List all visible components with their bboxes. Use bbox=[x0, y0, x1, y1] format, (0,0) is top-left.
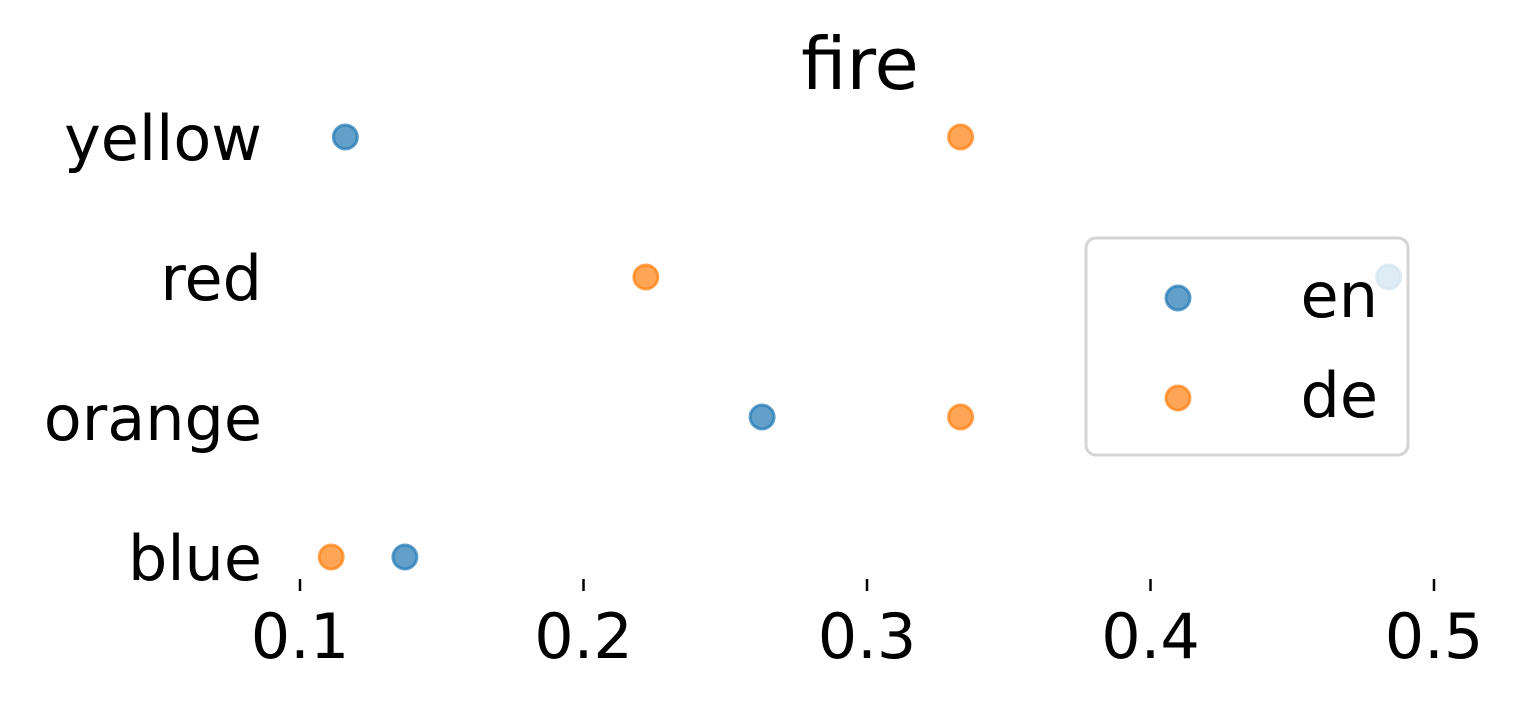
y-tick-label-orange: orange bbox=[44, 382, 262, 455]
legend-label-en: en bbox=[1301, 259, 1378, 332]
y-axis: yellow red orange blue bbox=[44, 102, 262, 595]
point-de-orange bbox=[947, 403, 975, 431]
point-en-yellow bbox=[331, 123, 359, 151]
x-tick-label: 0.4 bbox=[1101, 600, 1200, 673]
y-tick-label-blue: blue bbox=[128, 522, 262, 595]
x-tick-label: 0.2 bbox=[534, 600, 633, 673]
legend-label-de: de bbox=[1301, 359, 1379, 432]
point-de-red bbox=[632, 263, 660, 291]
x-tick-label: 0.1 bbox=[251, 600, 350, 673]
data-points bbox=[317, 123, 1403, 571]
legend: en de bbox=[1084, 236, 1410, 457]
y-tick-label-red: red bbox=[160, 242, 262, 315]
point-en-orange bbox=[748, 403, 776, 431]
legend-marker-de bbox=[1164, 384, 1192, 412]
x-tick-label: 0.5 bbox=[1385, 600, 1484, 673]
legend-marker-en bbox=[1164, 284, 1192, 312]
point-de-yellow bbox=[947, 123, 975, 151]
chart-title: fire bbox=[801, 22, 919, 106]
point-de-blue bbox=[317, 543, 345, 571]
y-tick-label-yellow: yellow bbox=[64, 102, 262, 175]
x-axis: 0.1 0.2 0.3 0.4 0.5 bbox=[251, 579, 1484, 673]
x-tick-label: 0.3 bbox=[818, 600, 917, 673]
point-en-blue bbox=[391, 543, 419, 571]
